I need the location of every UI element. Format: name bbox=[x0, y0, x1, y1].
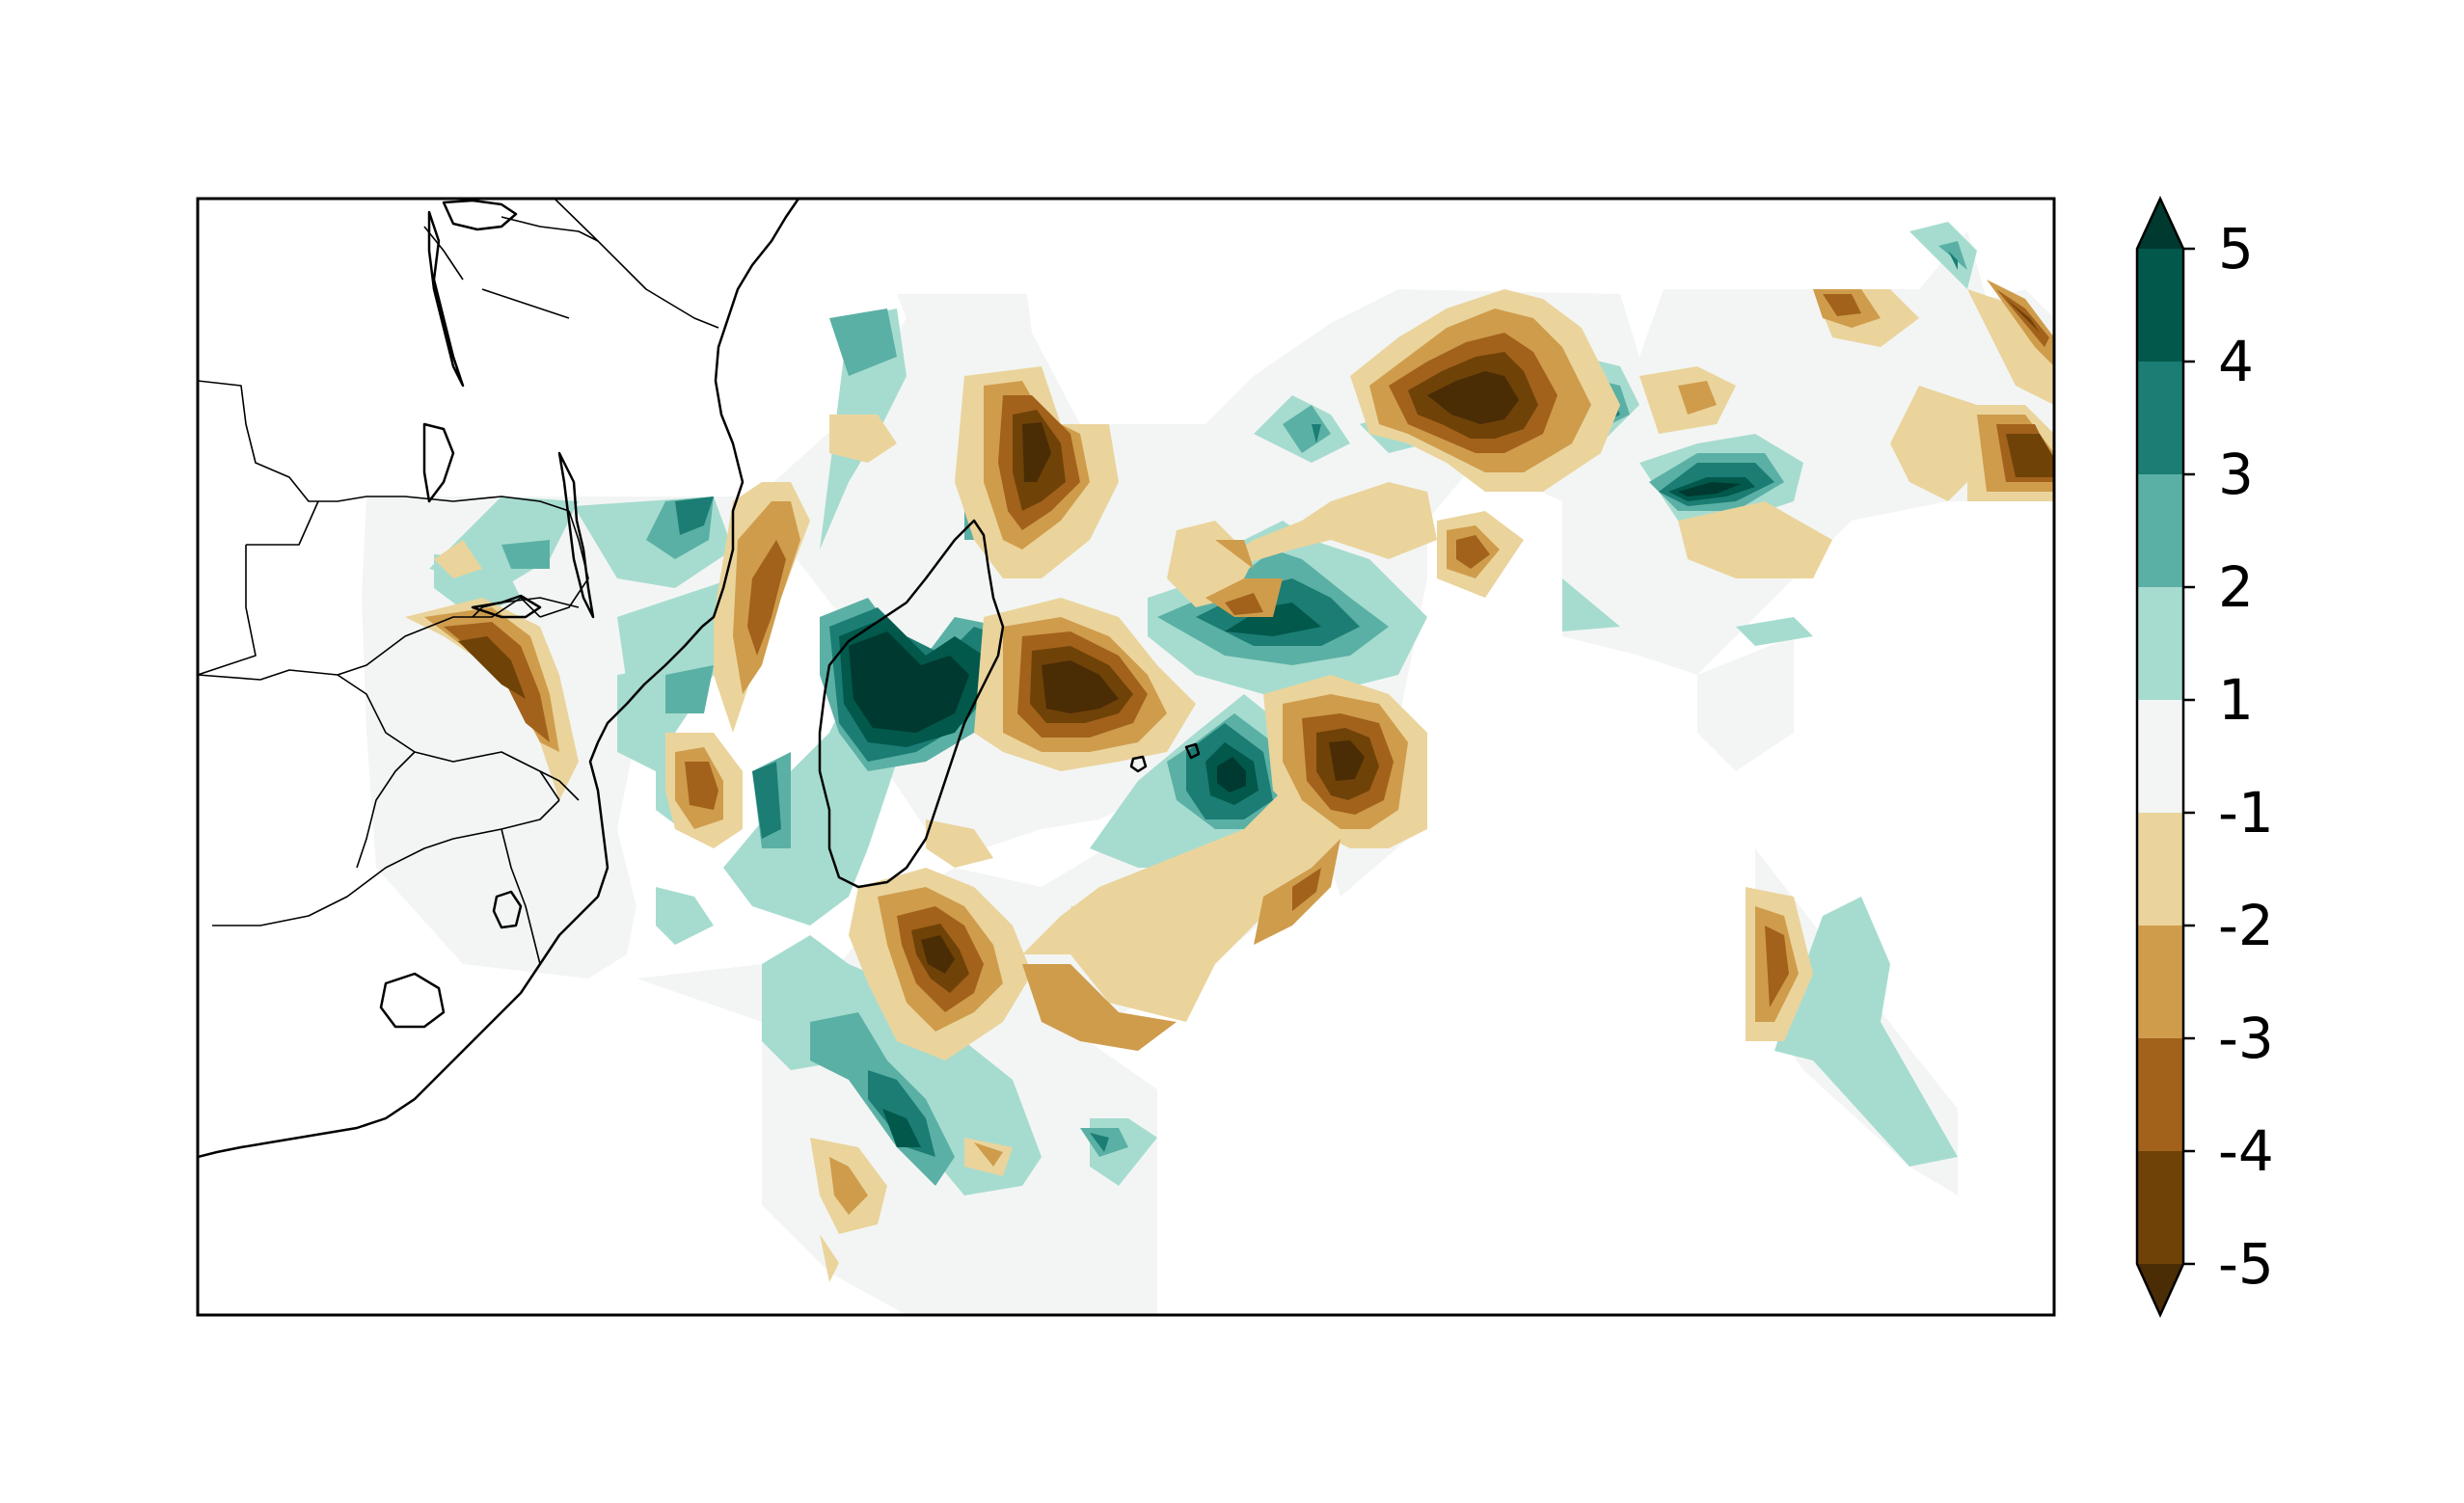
colorbar-tick-label: -2 bbox=[2218, 893, 2274, 958]
lesotho-outline bbox=[379, 972, 446, 1029]
colorbar: 5 4 3 2 1 -1 -2 -3 -4 -5 bbox=[2135, 196, 2274, 1319]
colorbar-segments bbox=[2137, 249, 2183, 1264]
eswatini-outline bbox=[492, 890, 523, 929]
colorbar-segment-3-to-4 bbox=[2137, 362, 2183, 474]
country-borders bbox=[198, 199, 719, 965]
africa-coastline bbox=[198, 199, 800, 1159]
map-frame bbox=[196, 197, 2056, 1317]
lake-mweru bbox=[422, 422, 455, 503]
colorbar-tick-label: -3 bbox=[2218, 1006, 2274, 1071]
madagascar-coastline bbox=[818, 519, 1005, 889]
colorbar-segment-neg2-to-neg3 bbox=[2137, 926, 2183, 1038]
colorbar-segment-4-to-5 bbox=[2137, 249, 2183, 362]
lake-malawi bbox=[557, 451, 595, 619]
colorbar-tick-label: 3 bbox=[2218, 442, 2254, 507]
colorbar-extend-min bbox=[2137, 1264, 2183, 1315]
reunion-outline bbox=[1184, 742, 1201, 760]
colorbar-segment-neg4-to-neg5 bbox=[2137, 1151, 2183, 1264]
colorbar-tick-label: 2 bbox=[2218, 554, 2254, 620]
colorbar-segment-neg3-to-neg4 bbox=[2137, 1038, 2183, 1151]
colorbar-tick-labels: 5 4 3 2 1 -1 -2 -3 -4 -5 bbox=[2218, 216, 2274, 1297]
contour-fields bbox=[362, 222, 2054, 1315]
colorbar-segment-2-to-3 bbox=[2137, 474, 2183, 587]
map-area bbox=[196, 197, 2056, 1317]
colorbar-tick-label: 5 bbox=[2218, 216, 2254, 282]
colorbar-segment-neg1-to-neg2 bbox=[2137, 813, 2183, 926]
colorbar-tick-label: 4 bbox=[2218, 329, 2254, 394]
colorbar-segment-neutral bbox=[2137, 700, 2183, 813]
colorbar-tick-label: -4 bbox=[2218, 1118, 2274, 1184]
lake-tanganyika bbox=[427, 210, 465, 388]
contour-level-neg-5 bbox=[921, 371, 1519, 974]
colorbar-ticks bbox=[2183, 247, 2195, 1266]
colorbar-tick-label: 1 bbox=[2218, 667, 2254, 733]
colorbar-segment-1-to-2 bbox=[2137, 587, 2183, 700]
colorbar-extend-max bbox=[2137, 199, 2183, 249]
lake-victoria bbox=[442, 199, 518, 231]
mauritius-outline bbox=[1129, 755, 1148, 773]
colorbar-tick-label: -1 bbox=[2218, 780, 2274, 845]
colorbar-tick-label: -5 bbox=[2218, 1231, 2274, 1297]
